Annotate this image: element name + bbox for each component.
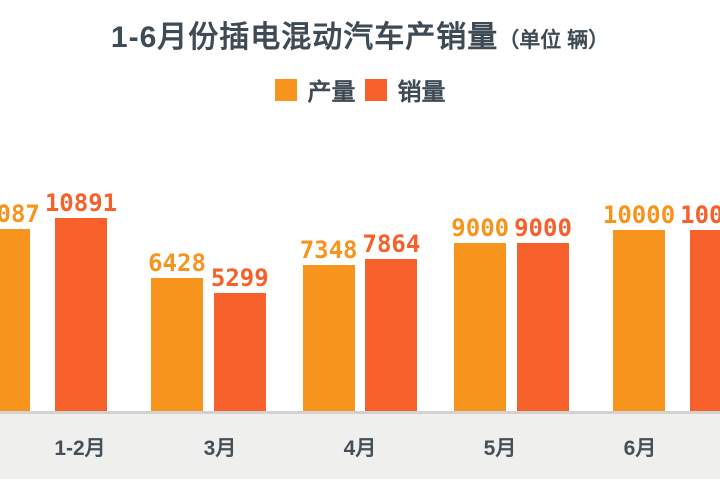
x-axis-label: 5月 [483, 436, 517, 460]
bar-value-label: 10891 [44, 189, 118, 217]
x-axis: 1-2月 3月 4月 5月 6月 [0, 411, 720, 479]
bar [213, 293, 266, 411]
x-axis-label: 6月 [623, 436, 657, 460]
chart-title-text: 1-6月份插电混动汽车产销量 [110, 21, 499, 54]
bar [454, 243, 507, 411]
bar [690, 230, 720, 411]
bar-group-5月: 9000 9000 [451, 216, 572, 411]
bar-value-label: 6428 [148, 249, 206, 277]
bar [54, 218, 107, 411]
x-axis-label: 1-2月 [54, 436, 106, 460]
bar-group-6月: 1000010000 [603, 203, 720, 411]
bar-group-4月: 7348 7864 [300, 230, 421, 411]
bar-value-label: 9000 [451, 214, 510, 242]
bar-value-label: 9000 [514, 214, 572, 242]
plot-area: 1008710891642852997348786490009000100001… [0, 191, 720, 411]
chart-title-unit: （单位 辆） [498, 29, 610, 52]
bar-value-label: 5299 [210, 264, 269, 292]
legend-item-production: 产量 [274, 72, 356, 107]
bar-column-销量-1-2月: 10891 [45, 191, 117, 411]
production-color-swatch [274, 78, 297, 101]
bar [365, 259, 418, 411]
bar-group-3月: 6428 5299 [148, 251, 269, 411]
bar-column-销量-4月: 7864 [362, 230, 421, 411]
bar-value-label: 10000 [602, 201, 676, 229]
bar-column-销量-3月: 5299 [211, 266, 269, 411]
bar [151, 278, 203, 411]
legend-item-sales: 销量 [364, 72, 446, 107]
bar-value-label: 7864 [362, 230, 421, 258]
sales-legend-label: 销量 [397, 79, 446, 106]
bar-value-label: 10000 [680, 201, 720, 229]
bar-column-销量-5月: 9000 [514, 216, 572, 411]
bar-group-1-2月: 1008710891 [0, 191, 117, 411]
bar-value-label: 10087 [0, 200, 40, 228]
bar [516, 243, 569, 411]
bar-value-label: 7348 [299, 236, 358, 264]
bar-column-产量-5月: 9000 [451, 216, 509, 411]
bar-column-产量-3月: 6428 [148, 251, 206, 411]
sales-color-swatch [364, 78, 387, 101]
legend: 产量 销量 [0, 72, 720, 107]
bar-column-产量-6月: 10000 [603, 203, 675, 411]
production-legend-label: 产量 [307, 79, 356, 106]
bar [0, 229, 30, 411]
chart-title: 1-6月份插电混动汽车产销量（单位 辆） [0, 12, 720, 56]
bar [613, 230, 666, 411]
x-axis-label: 3月 [203, 436, 237, 460]
bar-column-销量-6月: 10000 [680, 203, 720, 411]
bar [302, 265, 355, 411]
bar-column-产量-4月: 7348 [300, 238, 358, 411]
bar-column-产量-1-2月: 10087 [0, 202, 40, 411]
x-axis-label: 4月 [343, 436, 377, 460]
